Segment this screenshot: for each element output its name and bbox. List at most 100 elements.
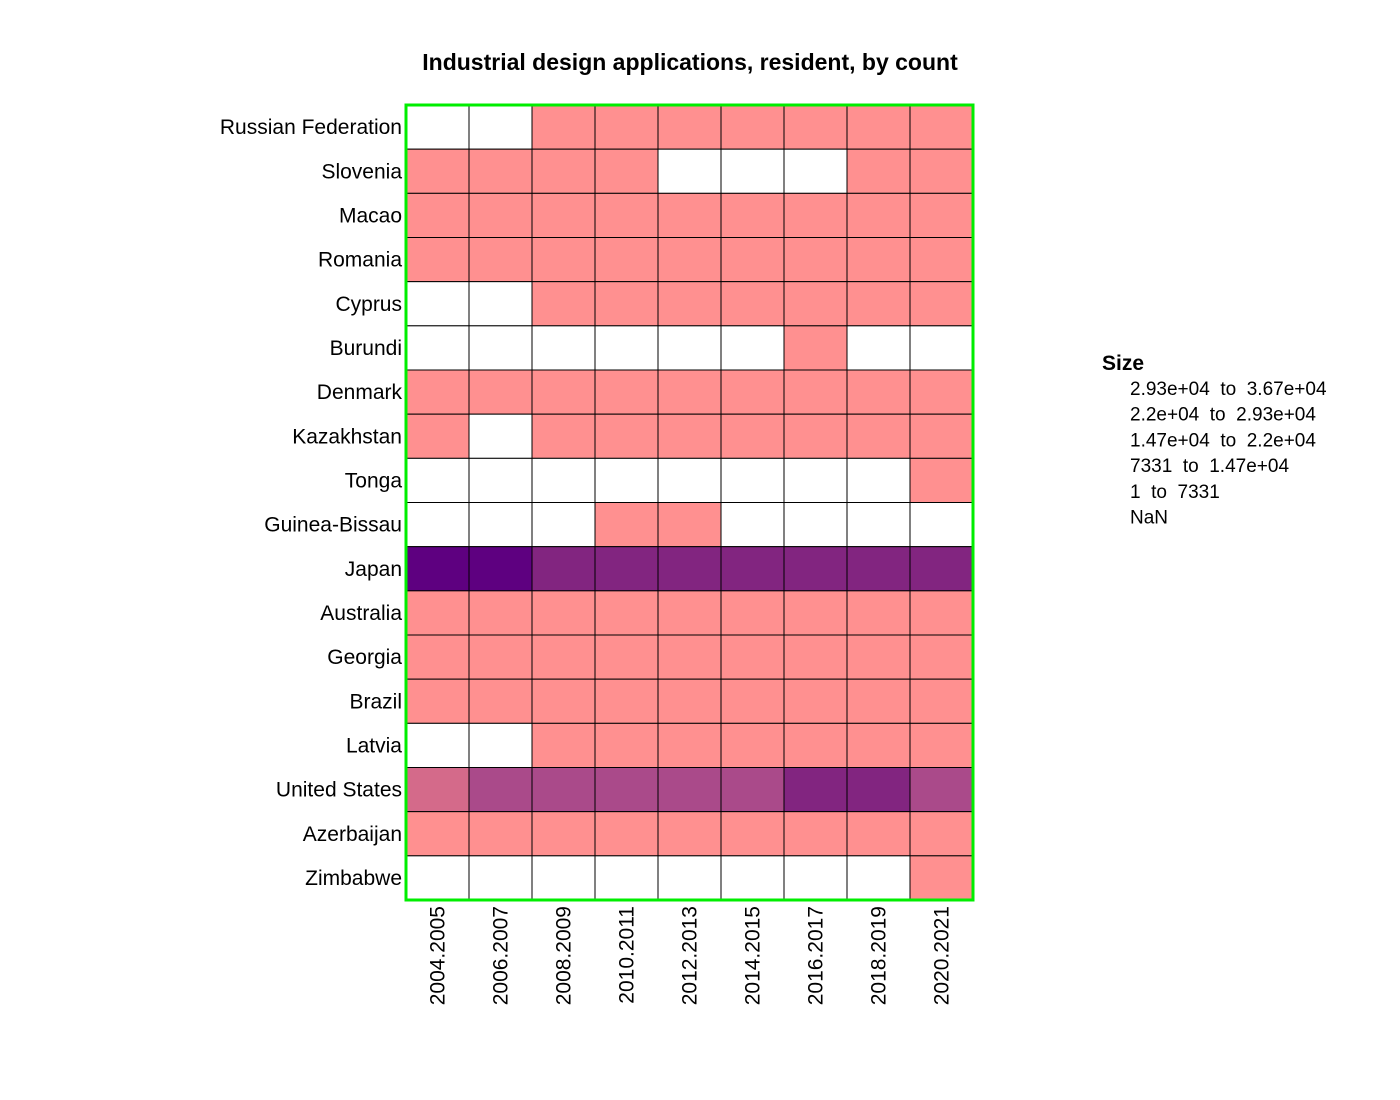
heatmap-cell [531, 325, 596, 371]
heatmap-cell [783, 722, 848, 768]
heatmap-cell [468, 413, 533, 459]
heatmap-cell [720, 281, 785, 327]
legend-entry-label: 2.93e+04 to 3.67e+04 [1130, 379, 1327, 400]
heatmap-cell [594, 369, 659, 415]
heatmap-cell [531, 237, 596, 283]
y-tick-label: Georgia [327, 646, 402, 669]
heatmap-cell [909, 634, 974, 680]
y-axis-labels: Russian Federation Slovenia Macao Romania Cy… [220, 116, 403, 890]
heatmap-cell [531, 855, 596, 901]
x-tick-label: 2018.2019 [868, 906, 891, 1005]
heatmap-cell [846, 369, 911, 415]
heatmap-cell [720, 767, 785, 813]
heatmap-cell [657, 767, 722, 813]
heatmap-cell [909, 811, 974, 857]
y-tick-label: Tonga [345, 469, 403, 492]
x-tick-label: 2006.2007 [490, 906, 513, 1005]
heatmap-cell [657, 855, 722, 901]
heatmap-cell [531, 811, 596, 857]
heatmap-cell [657, 413, 722, 459]
heatmap-cell [531, 722, 596, 768]
heatmap-cell [405, 590, 470, 636]
legend-entry-label: 1 to 7331 [1130, 482, 1220, 503]
heatmap-cell [468, 281, 533, 327]
heatmap-cell [657, 237, 722, 283]
y-tick-label: Russian Federation [220, 116, 402, 139]
heatmap-cell [405, 811, 470, 857]
heatmap-cell [909, 457, 974, 504]
heatmap-cell [531, 457, 596, 504]
heatmap-cell [405, 104, 470, 150]
y-tick-label: Macao [339, 204, 402, 227]
heatmap-cell [531, 678, 596, 724]
heatmap-cell [594, 104, 659, 150]
heatmap-cell [594, 281, 659, 327]
legend-entry-label: 1.47e+04 to 2.2e+04 [1130, 430, 1316, 451]
legend-entry-label: NaN [1130, 508, 1168, 529]
heatmap-cell [405, 546, 470, 592]
heatmap-cell [657, 281, 722, 327]
y-tick-label: Denmark [317, 381, 403, 404]
heatmap-cell [594, 546, 659, 592]
heatmap-cell [594, 634, 659, 680]
heatmap-cell [468, 148, 533, 194]
heatmap-cell [531, 281, 596, 327]
heatmap-cell [783, 767, 848, 813]
heatmap-cell [783, 325, 848, 371]
heatmap-cell [720, 325, 785, 371]
heatmap-cell [720, 369, 785, 415]
heatmap-cell [405, 678, 470, 724]
heatmap-cell [468, 104, 533, 150]
heatmap-cell [846, 325, 911, 371]
heatmap-cell [468, 192, 533, 238]
heatmap-cell [783, 855, 848, 901]
chart-title: Industrial design applications, resident… [422, 49, 958, 75]
y-tick-label: Australia [320, 602, 402, 625]
heatmap-cell [468, 237, 533, 283]
heatmap-cell [909, 369, 974, 415]
heatmap-cell [846, 413, 911, 459]
heatmap-cell [531, 413, 596, 459]
heatmap-cell [468, 590, 533, 636]
heatmap-cell [783, 502, 848, 548]
heatmap-cell [657, 502, 722, 548]
heatmap-cell [909, 767, 974, 813]
y-tick-label: Burundi [330, 337, 402, 360]
heatmap-cell [783, 148, 848, 194]
heatmap-cell [657, 722, 722, 768]
heatmap-cell [531, 546, 596, 592]
heatmap-cell [405, 722, 470, 768]
heatmap-cell [783, 192, 848, 238]
heatmap-cell [405, 855, 470, 901]
heatmap-cell [594, 325, 659, 371]
heatmap-cell [846, 590, 911, 636]
heatmap-cell [594, 502, 659, 548]
heatmap-cell [720, 811, 785, 857]
heatmap-cell [531, 590, 596, 636]
x-tick-label: 2016.2017 [805, 906, 828, 1005]
heatmap-cell [405, 369, 470, 415]
heatmap-cells [405, 104, 974, 901]
heatmap-cell [720, 192, 785, 238]
heatmap-cell [405, 192, 470, 238]
heatmap-cell [846, 237, 911, 283]
heatmap-cell [468, 634, 533, 680]
y-tick-label: Azerbaijan [303, 823, 402, 846]
heatmap-cell [468, 722, 533, 768]
heatmap-cell [657, 678, 722, 724]
heatmap-cell [909, 237, 974, 283]
heatmap-cell [468, 369, 533, 415]
heatmap-cell [657, 325, 722, 371]
heatmap-cell [594, 590, 659, 636]
heatmap-cell [846, 678, 911, 724]
heatmap-cell [909, 148, 974, 194]
y-tick-label: Latvia [346, 734, 402, 757]
heatmap-cell [846, 811, 911, 857]
heatmap-cell [594, 148, 659, 194]
heatmap-cell [720, 546, 785, 592]
heatmap-cell [909, 281, 974, 327]
heatmap-cell [405, 457, 470, 504]
heatmap-cell [783, 369, 848, 415]
heatmap-cell [594, 767, 659, 813]
